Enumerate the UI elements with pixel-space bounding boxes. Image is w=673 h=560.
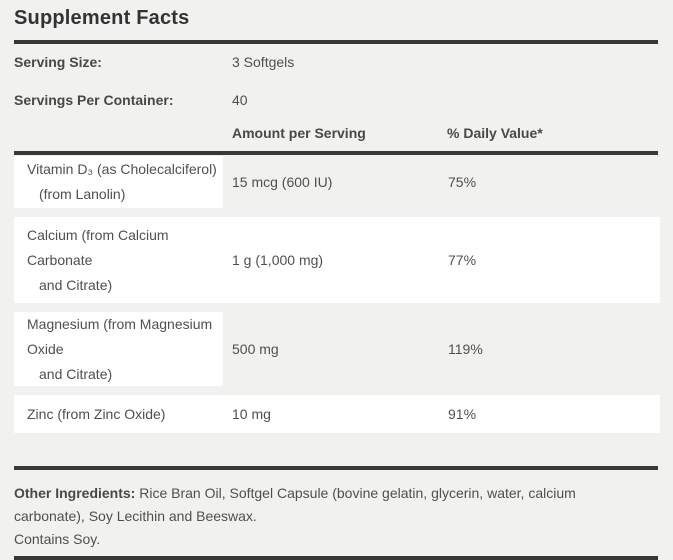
- other-ingredients-text: Rice Bran Oil, Softgel Capsule (bovine g…: [14, 485, 576, 524]
- divider-under-title: [14, 40, 658, 44]
- nutrient-name-line: Carbonate: [27, 251, 93, 268]
- daily-value-cell: 77%: [448, 252, 477, 268]
- divider-under-headers: [14, 151, 658, 155]
- bottom-divider: [14, 556, 658, 560]
- nutrient-name-line: Oxide: [27, 340, 64, 357]
- nutrient-values: 500 mg 119%: [223, 312, 660, 386]
- table-row-zinc: Zinc (from Zinc Oxide) 10 mg 91%: [14, 395, 660, 433]
- nutrient-table: Vitamin D₃ (as Cholecalciferol) (from La…: [14, 156, 660, 433]
- nutrient-name-line: and Citrate): [39, 276, 113, 293]
- daily-value-cell: 119%: [448, 341, 483, 357]
- other-ingredients: Other Ingredients: Rice Bran Oil, Softge…: [14, 482, 650, 528]
- nutrient-name-line: and Citrate): [39, 365, 113, 382]
- nutrient-name-cell: Vitamin D₃ (as Cholecalciferol) (from La…: [14, 156, 223, 208]
- nutrient-name-cell: Calcium (from Calcium Carbonate and Citr…: [14, 217, 223, 303]
- nutrient-name-line: (from Lanolin): [39, 186, 126, 202]
- daily-value-cell: 91%: [448, 406, 477, 422]
- nutrient-name-line: Vitamin D₃ (as Cholecalciferol): [27, 161, 217, 177]
- serving-size-value: 3 Softgels: [232, 54, 295, 70]
- divider-above-other-ingredients: [14, 466, 658, 470]
- servings-per-container-value: 40: [232, 92, 248, 108]
- table-row-magnesium: Magnesium (from Magnesium Oxide and Citr…: [14, 312, 660, 386]
- servings-per-container-label: Servings Per Container:: [14, 92, 174, 108]
- nutrient-name-line: Calcium (from Calcium: [27, 226, 169, 243]
- nutrient-values: 10 mg 91%: [223, 395, 660, 433]
- serving-size-label: Serving Size:: [14, 54, 102, 70]
- table-row-vitamin-d3: Vitamin D₃ (as Cholecalciferol) (from La…: [14, 156, 660, 208]
- contains-statement: Contains Soy.: [14, 531, 101, 547]
- other-ingredients-label: Other Ingredients:: [14, 485, 136, 501]
- daily-value-cell: 75%: [448, 174, 477, 190]
- nutrient-name-line: Magnesium (from Magnesium: [27, 315, 213, 332]
- amount-cell: 15 mcg (600 IU): [232, 174, 333, 190]
- nutrient-name-cell: Zinc (from Zinc Oxide): [14, 395, 223, 433]
- table-row-calcium: Calcium (from Calcium Carbonate and Citr…: [14, 217, 660, 303]
- panel-title: Supplement Facts: [14, 7, 190, 29]
- amount-cell: 10 mg: [232, 406, 271, 422]
- nutrient-name-line: Zinc (from Zinc Oxide): [27, 405, 166, 422]
- amount-cell: 1 g (1,000 mg): [232, 252, 324, 268]
- nutrient-values: 1 g (1,000 mg) 77%: [223, 217, 660, 303]
- nutrient-values: 15 mcg (600 IU) 75%: [223, 156, 660, 208]
- nutrient-name-cell: Magnesium (from Magnesium Oxide and Citr…: [14, 312, 223, 386]
- column-header-daily-value: % Daily Value*: [447, 125, 543, 141]
- amount-cell: 500 mg: [232, 341, 279, 357]
- column-header-amount: Amount per Serving: [232, 125, 366, 141]
